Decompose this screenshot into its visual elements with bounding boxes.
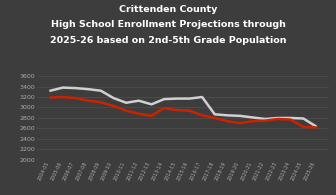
9th-12th bbox=[301, 126, 305, 128]
9th-12th bbox=[162, 107, 166, 109]
Line: 2nd-5th: 2nd-5th bbox=[50, 88, 316, 126]
9th-12th bbox=[99, 101, 103, 103]
2nd-5th bbox=[276, 117, 280, 119]
9th-12th bbox=[74, 97, 78, 99]
9th-12th bbox=[225, 120, 229, 122]
9th-12th bbox=[124, 109, 128, 112]
2nd-5th bbox=[314, 125, 318, 128]
2nd-5th bbox=[289, 117, 293, 119]
9th-12th bbox=[213, 117, 217, 119]
9th-12th bbox=[112, 105, 116, 107]
2nd-5th bbox=[86, 88, 90, 90]
2nd-5th bbox=[137, 99, 141, 102]
9th-12th bbox=[175, 109, 179, 111]
2nd-5th bbox=[61, 86, 65, 89]
9th-12th bbox=[251, 120, 255, 122]
Line: 9th-12th: 9th-12th bbox=[50, 97, 316, 127]
2nd-5th bbox=[251, 116, 255, 119]
2nd-5th bbox=[301, 117, 305, 120]
Text: High School Enrollment Projections through: High School Enrollment Projections throu… bbox=[50, 20, 286, 29]
2nd-5th bbox=[124, 102, 128, 104]
2nd-5th bbox=[150, 103, 154, 105]
2nd-5th bbox=[48, 90, 52, 92]
2nd-5th bbox=[162, 98, 166, 100]
Text: 2025-26 based on 2nd-5th Grade Population: 2025-26 based on 2nd-5th Grade Populatio… bbox=[50, 36, 286, 45]
2nd-5th bbox=[238, 115, 242, 117]
Text: Crittenden County: Crittenden County bbox=[119, 5, 217, 14]
9th-12th bbox=[200, 114, 204, 117]
9th-12th bbox=[86, 99, 90, 102]
9th-12th bbox=[238, 122, 242, 124]
9th-12th bbox=[137, 113, 141, 115]
2nd-5th bbox=[213, 113, 217, 115]
2nd-5th bbox=[74, 87, 78, 89]
9th-12th bbox=[61, 96, 65, 98]
9th-12th bbox=[263, 119, 267, 122]
2nd-5th bbox=[200, 96, 204, 98]
2nd-5th bbox=[112, 97, 116, 99]
9th-12th bbox=[314, 126, 318, 129]
9th-12th bbox=[150, 115, 154, 117]
9th-12th bbox=[276, 118, 280, 120]
2nd-5th bbox=[175, 98, 179, 100]
2nd-5th bbox=[99, 90, 103, 92]
9th-12th bbox=[187, 109, 192, 112]
9th-12th bbox=[48, 96, 52, 99]
9th-12th bbox=[289, 118, 293, 121]
2nd-5th bbox=[225, 114, 229, 117]
2nd-5th bbox=[263, 118, 267, 120]
2nd-5th bbox=[187, 98, 192, 100]
